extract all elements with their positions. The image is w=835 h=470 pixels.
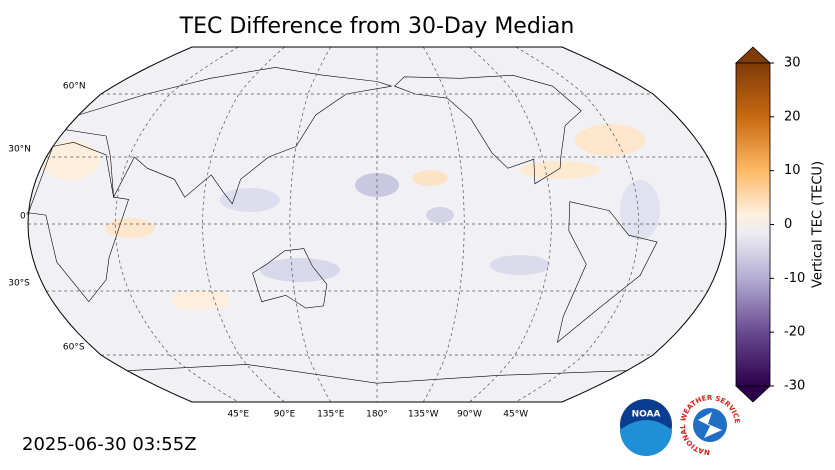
globe-outline: [27, 46, 727, 403]
lon-label: 45°W: [503, 410, 528, 420]
lat-label: 30°S: [8, 279, 30, 289]
colorbar-label: Vertical TEC (TECU): [811, 161, 826, 288]
tec-blob: [105, 218, 155, 238]
lon-label: 135°W: [408, 410, 439, 420]
colorbar-tick-label: 10: [784, 163, 801, 178]
colorbar-tick-label: -30: [784, 379, 805, 394]
globe-background: [28, 47, 726, 402]
lat-label: 60°S: [63, 343, 85, 353]
lon-label: 90°E: [274, 410, 296, 420]
coastline: [28, 141, 129, 303]
tec-blob: [575, 124, 645, 156]
coastline: [394, 74, 582, 185]
coastline: [64, 67, 392, 205]
map: 60°N 30°N 0° 30°S 60°S 45°E 90°E 135°E 180° 135°W…: [8, 46, 727, 420]
colorbar-top: [734, 46, 772, 64]
timestamp: 2025-06-30 03:55Z: [22, 434, 197, 455]
tec-blob: [170, 290, 230, 310]
colorbar-body: [735, 62, 771, 387]
lon-label: 135°E: [317, 410, 345, 420]
tec-blob: [220, 188, 280, 212]
colorbar-bottom: [734, 385, 772, 403]
tec-blob: [520, 161, 600, 179]
tec-blob: [490, 255, 550, 275]
lon-label: 45°E: [227, 410, 249, 420]
tec-blob: [426, 207, 454, 223]
meridian: [114, 47, 239, 402]
colorbar-tick-label: -20: [784, 325, 805, 340]
tec-blob: [260, 258, 340, 282]
colorbar-tick-label: -10: [784, 271, 805, 286]
coastline: [252, 248, 328, 309]
lat-label: 30°N: [8, 145, 31, 155]
tec-blob: [40, 140, 100, 180]
coastline: [556, 201, 658, 343]
nws-logo: NATIONAL WEATHER SERVICE: [679, 394, 741, 456]
colorbar-tick-label: 20: [784, 109, 801, 124]
lat-label: 60°N: [63, 82, 86, 92]
tec-blob: [620, 180, 660, 240]
colorbar-tick-label: 0: [784, 217, 792, 232]
colorbar-tick-label: 30: [784, 56, 801, 71]
tec-blob: [412, 170, 448, 186]
field: [28, 47, 726, 402]
lat-label: 0°: [20, 212, 30, 222]
noaa-text: NOAA: [632, 410, 661, 420]
meridian: [515, 47, 640, 402]
lon-label: 180°: [366, 410, 388, 420]
title: TEC Difference from 30-Day Median: [179, 14, 575, 39]
noaa-logo: NOAA: [620, 399, 672, 456]
colorbar: -30 -20 -10 0 10 20 30 Vertical TEC (TECU): [734, 46, 826, 403]
lon-label: 90°W: [457, 410, 482, 420]
